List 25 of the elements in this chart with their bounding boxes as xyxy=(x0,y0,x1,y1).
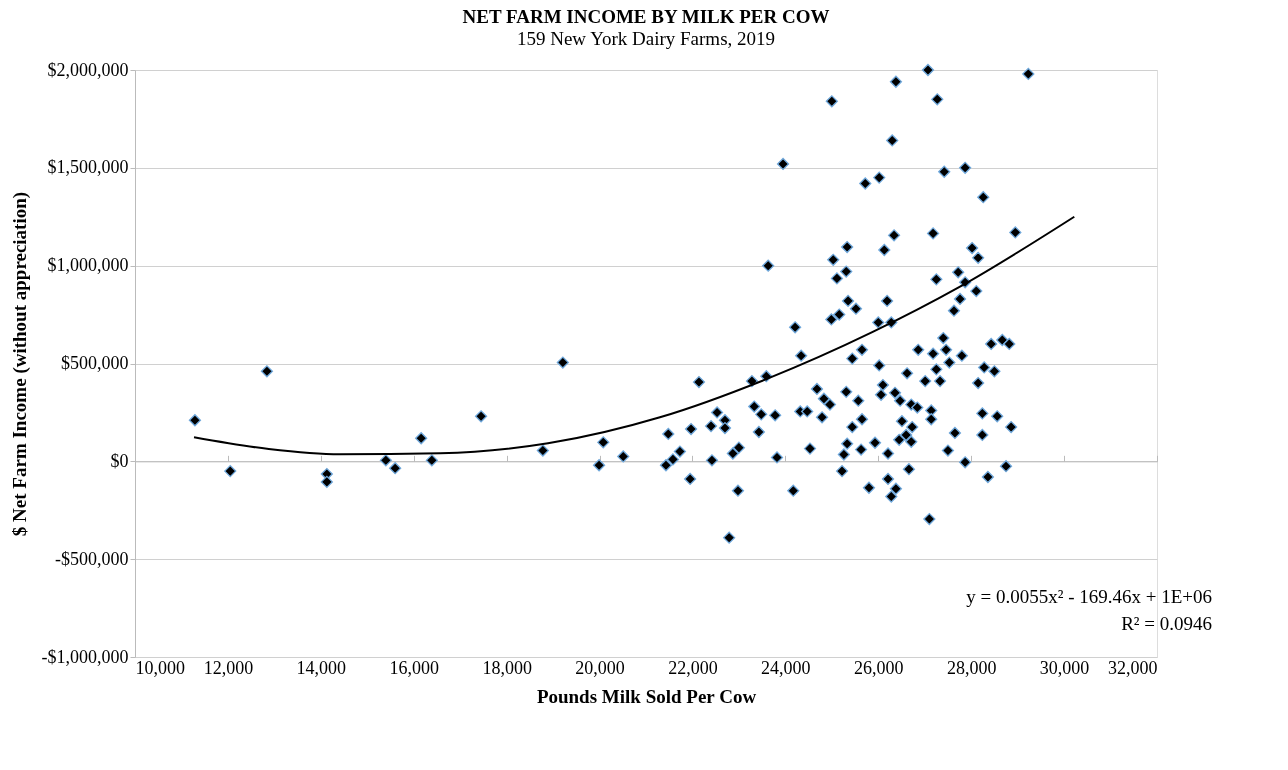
y-tick-label: $0 xyxy=(110,450,129,471)
x-tick-label: 16,000 xyxy=(389,657,439,678)
annotation: R² = 0.0946 xyxy=(1121,613,1212,634)
x-tick-label: 24,000 xyxy=(761,657,811,678)
x-axis-title: Pounds Milk Sold Per Cow xyxy=(536,685,757,707)
x-tick-label: 32,000 xyxy=(1108,657,1158,678)
chart-title: NET FARM INCOME BY MILK PER COW xyxy=(462,6,830,27)
y-axis-title: $ Net Farm Income (without appreciation) xyxy=(8,191,31,537)
annotation: y = 0.0055x² - 169.46x + 1E+06 xyxy=(966,586,1212,607)
y-tick-label: $500,000 xyxy=(61,353,129,373)
x-tick-label: 26,000 xyxy=(854,657,904,678)
x-tick-label: 22,000 xyxy=(668,657,718,678)
y-tick-label: $1,500,000 xyxy=(47,157,129,178)
x-tick-label: 10,000 xyxy=(135,657,185,678)
chart-subtitle: 159 New York Dairy Farms, 2019 xyxy=(516,28,776,49)
x-tick-label: 30,000 xyxy=(1039,657,1090,678)
y-tick-label: $2,000,000 xyxy=(47,59,129,80)
y-tick-label: -$500,000 xyxy=(55,548,129,569)
y-tick-label: $1,000,000 xyxy=(47,255,129,276)
x-tick-label: 20,000 xyxy=(575,657,625,678)
x-tick-label: 28,000 xyxy=(946,657,997,678)
x-tick-label: 12,000 xyxy=(203,657,254,678)
y-tick-label: -$1,000,000 xyxy=(41,646,129,667)
x-tick-label: 18,000 xyxy=(482,657,532,678)
x-tick-label: 14,000 xyxy=(296,657,347,678)
